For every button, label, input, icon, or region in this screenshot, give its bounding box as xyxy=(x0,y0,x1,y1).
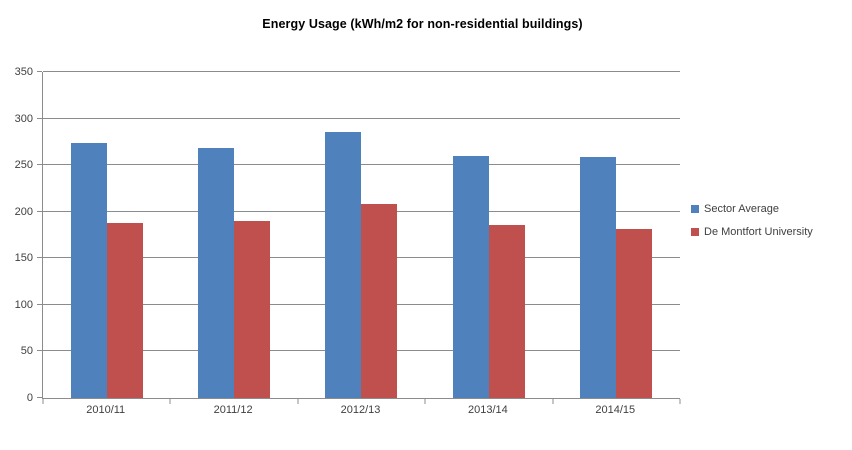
bar-de-montfort-university-2010-11 xyxy=(106,222,143,398)
x-axis-tick-0 xyxy=(42,399,44,404)
y-axis-label-200: 200 xyxy=(14,205,33,218)
bar-group-2013-14 xyxy=(425,72,552,398)
y-axis-label-250: 250 xyxy=(14,159,33,172)
chart-title: Energy Usage (kWh/m2 for non-residential… xyxy=(262,17,583,31)
gridline-250 xyxy=(43,164,680,166)
bar-group-2014-15 xyxy=(553,72,680,398)
x-axis-label-2013-14: 2013/14 xyxy=(468,404,508,416)
bar-group-2012-13 xyxy=(298,72,425,398)
bar-sector-average-2011-12 xyxy=(198,148,235,398)
bar-group-2010-11 xyxy=(43,72,170,398)
gridline-300 xyxy=(43,117,680,119)
y-axis-label-150: 150 xyxy=(14,252,33,265)
legend-swatch-de-montfort-university xyxy=(691,228,699,236)
legend-label-sector-average: Sector Average xyxy=(704,203,780,215)
y-axis-tick-350 xyxy=(37,71,42,72)
y-axis-label-100: 100 xyxy=(14,298,33,311)
y-axis-tick-200 xyxy=(37,210,42,212)
x-axis: 2010/11 2011/12 2012/13 2013/14 2014/15 xyxy=(42,404,679,420)
y-axis-label-0: 0 xyxy=(26,392,33,404)
legend: Sector Average De Montfort University xyxy=(691,203,813,238)
x-axis-tick-5 xyxy=(679,399,681,404)
y-axis-tick-100 xyxy=(37,303,42,305)
bar-sector-average-2014-15 xyxy=(580,156,617,398)
bar-sector-average-2010-11 xyxy=(70,142,107,398)
x-axis-label-2014-15: 2014/15 xyxy=(595,404,636,416)
legend-item-de-montfort-university: De Montfort University xyxy=(691,226,813,238)
y-axis-tick-300 xyxy=(37,117,42,119)
y-axis-tick-0 xyxy=(37,397,42,398)
x-axis-tick-2 xyxy=(297,399,299,404)
bar-de-montfort-university-2013-14 xyxy=(488,224,525,398)
x-axis-label-2010-11: 2010/11 xyxy=(86,404,126,416)
x-axis-label-2012-13: 2012/13 xyxy=(340,404,381,416)
gridline-350 xyxy=(43,71,680,72)
y-axis-label-50: 50 xyxy=(20,345,33,358)
y-axis-tick-250 xyxy=(37,164,42,166)
y-axis-label-300: 300 xyxy=(14,112,33,125)
y-axis-tick-50 xyxy=(37,350,42,352)
plot-area: 0 50 100 150 200 250 300 350 xyxy=(15,66,681,404)
bar-de-montfort-university-2011-12 xyxy=(234,221,271,398)
legend-label-de-montfort-university: De Montfort University xyxy=(704,226,813,238)
legend-swatch-sector-average xyxy=(691,205,699,213)
legend-item-sector-average: Sector Average xyxy=(691,203,813,215)
x-axis-tick-3 xyxy=(424,399,426,404)
bar-de-montfort-university-2014-15 xyxy=(616,229,653,398)
bar-sector-average-2012-13 xyxy=(325,131,362,398)
bar-de-montfort-university-2012-13 xyxy=(361,204,398,398)
x-axis-tick-4 xyxy=(552,399,554,404)
x-axis-label-2011-12: 2011/12 xyxy=(213,404,253,416)
y-axis-tick-150 xyxy=(37,257,42,259)
bar-group-2011-12 xyxy=(170,72,297,398)
y-axis-label-350: 350 xyxy=(14,66,33,78)
x-axis-tick-1 xyxy=(169,399,171,404)
bar-sector-average-2013-14 xyxy=(452,155,489,398)
